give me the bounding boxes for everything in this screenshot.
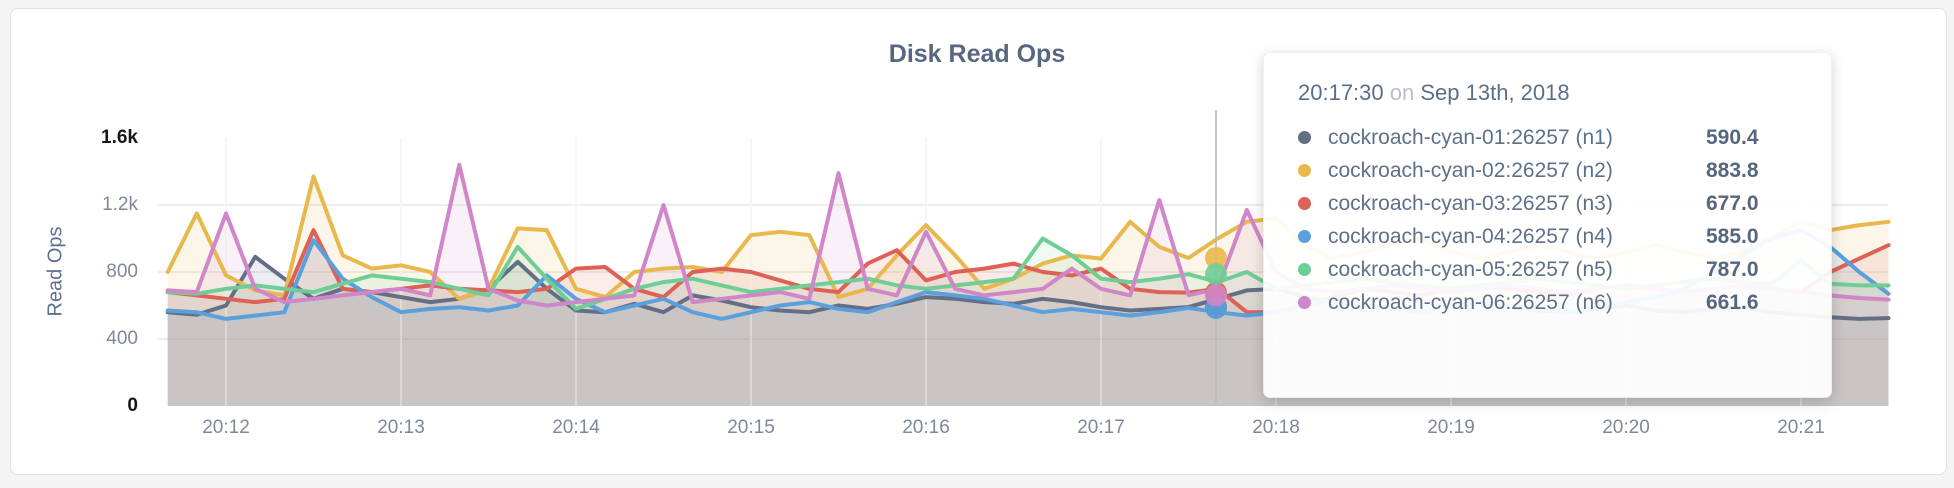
series-name: cockroach-cyan-01:26257 (n1): [1328, 125, 1613, 149]
series-value: 661.6: [1706, 290, 1759, 314]
y-axis-tick: 1.6k: [101, 127, 138, 148]
series-color-dot: [1298, 263, 1311, 276]
series-value: 787.0: [1706, 257, 1759, 281]
y-axis-tick: 0: [127, 395, 138, 416]
x-axis-tick: 20:14: [552, 417, 600, 438]
x-axis-tick: 20:20: [1602, 417, 1650, 438]
x-axis-tick: 20:18: [1252, 417, 1300, 438]
tooltip-time: 20:17:30: [1298, 80, 1384, 105]
tooltip-series-row: cockroach-cyan-01:26257 (n1) 590.4: [1298, 121, 1801, 154]
tooltip-series-row: cockroach-cyan-02:26257 (n2) 883.8: [1298, 154, 1801, 187]
x-axis-tick: 20:16: [902, 417, 950, 438]
series-value: 585.0: [1706, 224, 1759, 248]
series-color-dot: [1298, 197, 1311, 210]
series-color-dot: [1298, 131, 1311, 144]
y-axis-tick: 400: [106, 328, 138, 349]
x-axis-tick: 20:17: [1077, 417, 1125, 438]
series-name: cockroach-cyan-02:26257 (n2): [1328, 158, 1613, 182]
chart-title: Disk Read Ops: [888, 40, 1066, 68]
tooltip-series-list: cockroach-cyan-01:26257 (n1) 590.4 cockr…: [1298, 121, 1801, 319]
x-axis-tick: 20:15: [727, 417, 775, 438]
hover-point-dot: [1205, 246, 1227, 269]
x-axis-tick: 20:13: [377, 417, 425, 438]
series-value: 883.8: [1706, 158, 1759, 182]
series-name: cockroach-cyan-03:26257 (n3): [1328, 191, 1613, 215]
series-name: cockroach-cyan-06:26257 (n6): [1328, 290, 1613, 314]
tooltip-header: 20:17:30 on Sep 13th, 2018: [1298, 80, 1801, 106]
series-name: cockroach-cyan-05:26257 (n5): [1328, 257, 1613, 281]
hover-point-dot: [1205, 284, 1227, 307]
series-color-dot: [1298, 230, 1311, 243]
x-axis-tick: 20:12: [202, 417, 250, 438]
series-value: 677.0: [1706, 191, 1759, 215]
series-name: cockroach-cyan-04:26257 (n4): [1328, 224, 1613, 248]
series-color-dot: [1298, 296, 1311, 309]
hover-tooltip: 20:17:30 on Sep 13th, 2018 cockroach-cya…: [1263, 52, 1832, 398]
tooltip-series-row: cockroach-cyan-06:26257 (n6) 661.6: [1298, 286, 1801, 319]
series-value: 590.4: [1706, 125, 1759, 149]
tooltip-date: Sep 13th, 2018: [1420, 80, 1570, 105]
tooltip-series-row: cockroach-cyan-03:26257 (n3) 677.0: [1298, 187, 1801, 220]
y-axis-tick: 1.2k: [102, 194, 138, 215]
series-color-dot: [1298, 164, 1311, 177]
tooltip-on-word: on: [1389, 80, 1415, 105]
y-axis-tick: 800: [106, 261, 138, 282]
hover-point-dot: [1205, 263, 1227, 286]
tooltip-series-row: cockroach-cyan-05:26257 (n5) 787.0: [1298, 253, 1801, 286]
x-axis-tick: 20:21: [1777, 417, 1825, 438]
x-axis-tick: 20:19: [1427, 417, 1475, 438]
tooltip-series-row: cockroach-cyan-04:26257 (n4) 585.0: [1298, 220, 1801, 253]
